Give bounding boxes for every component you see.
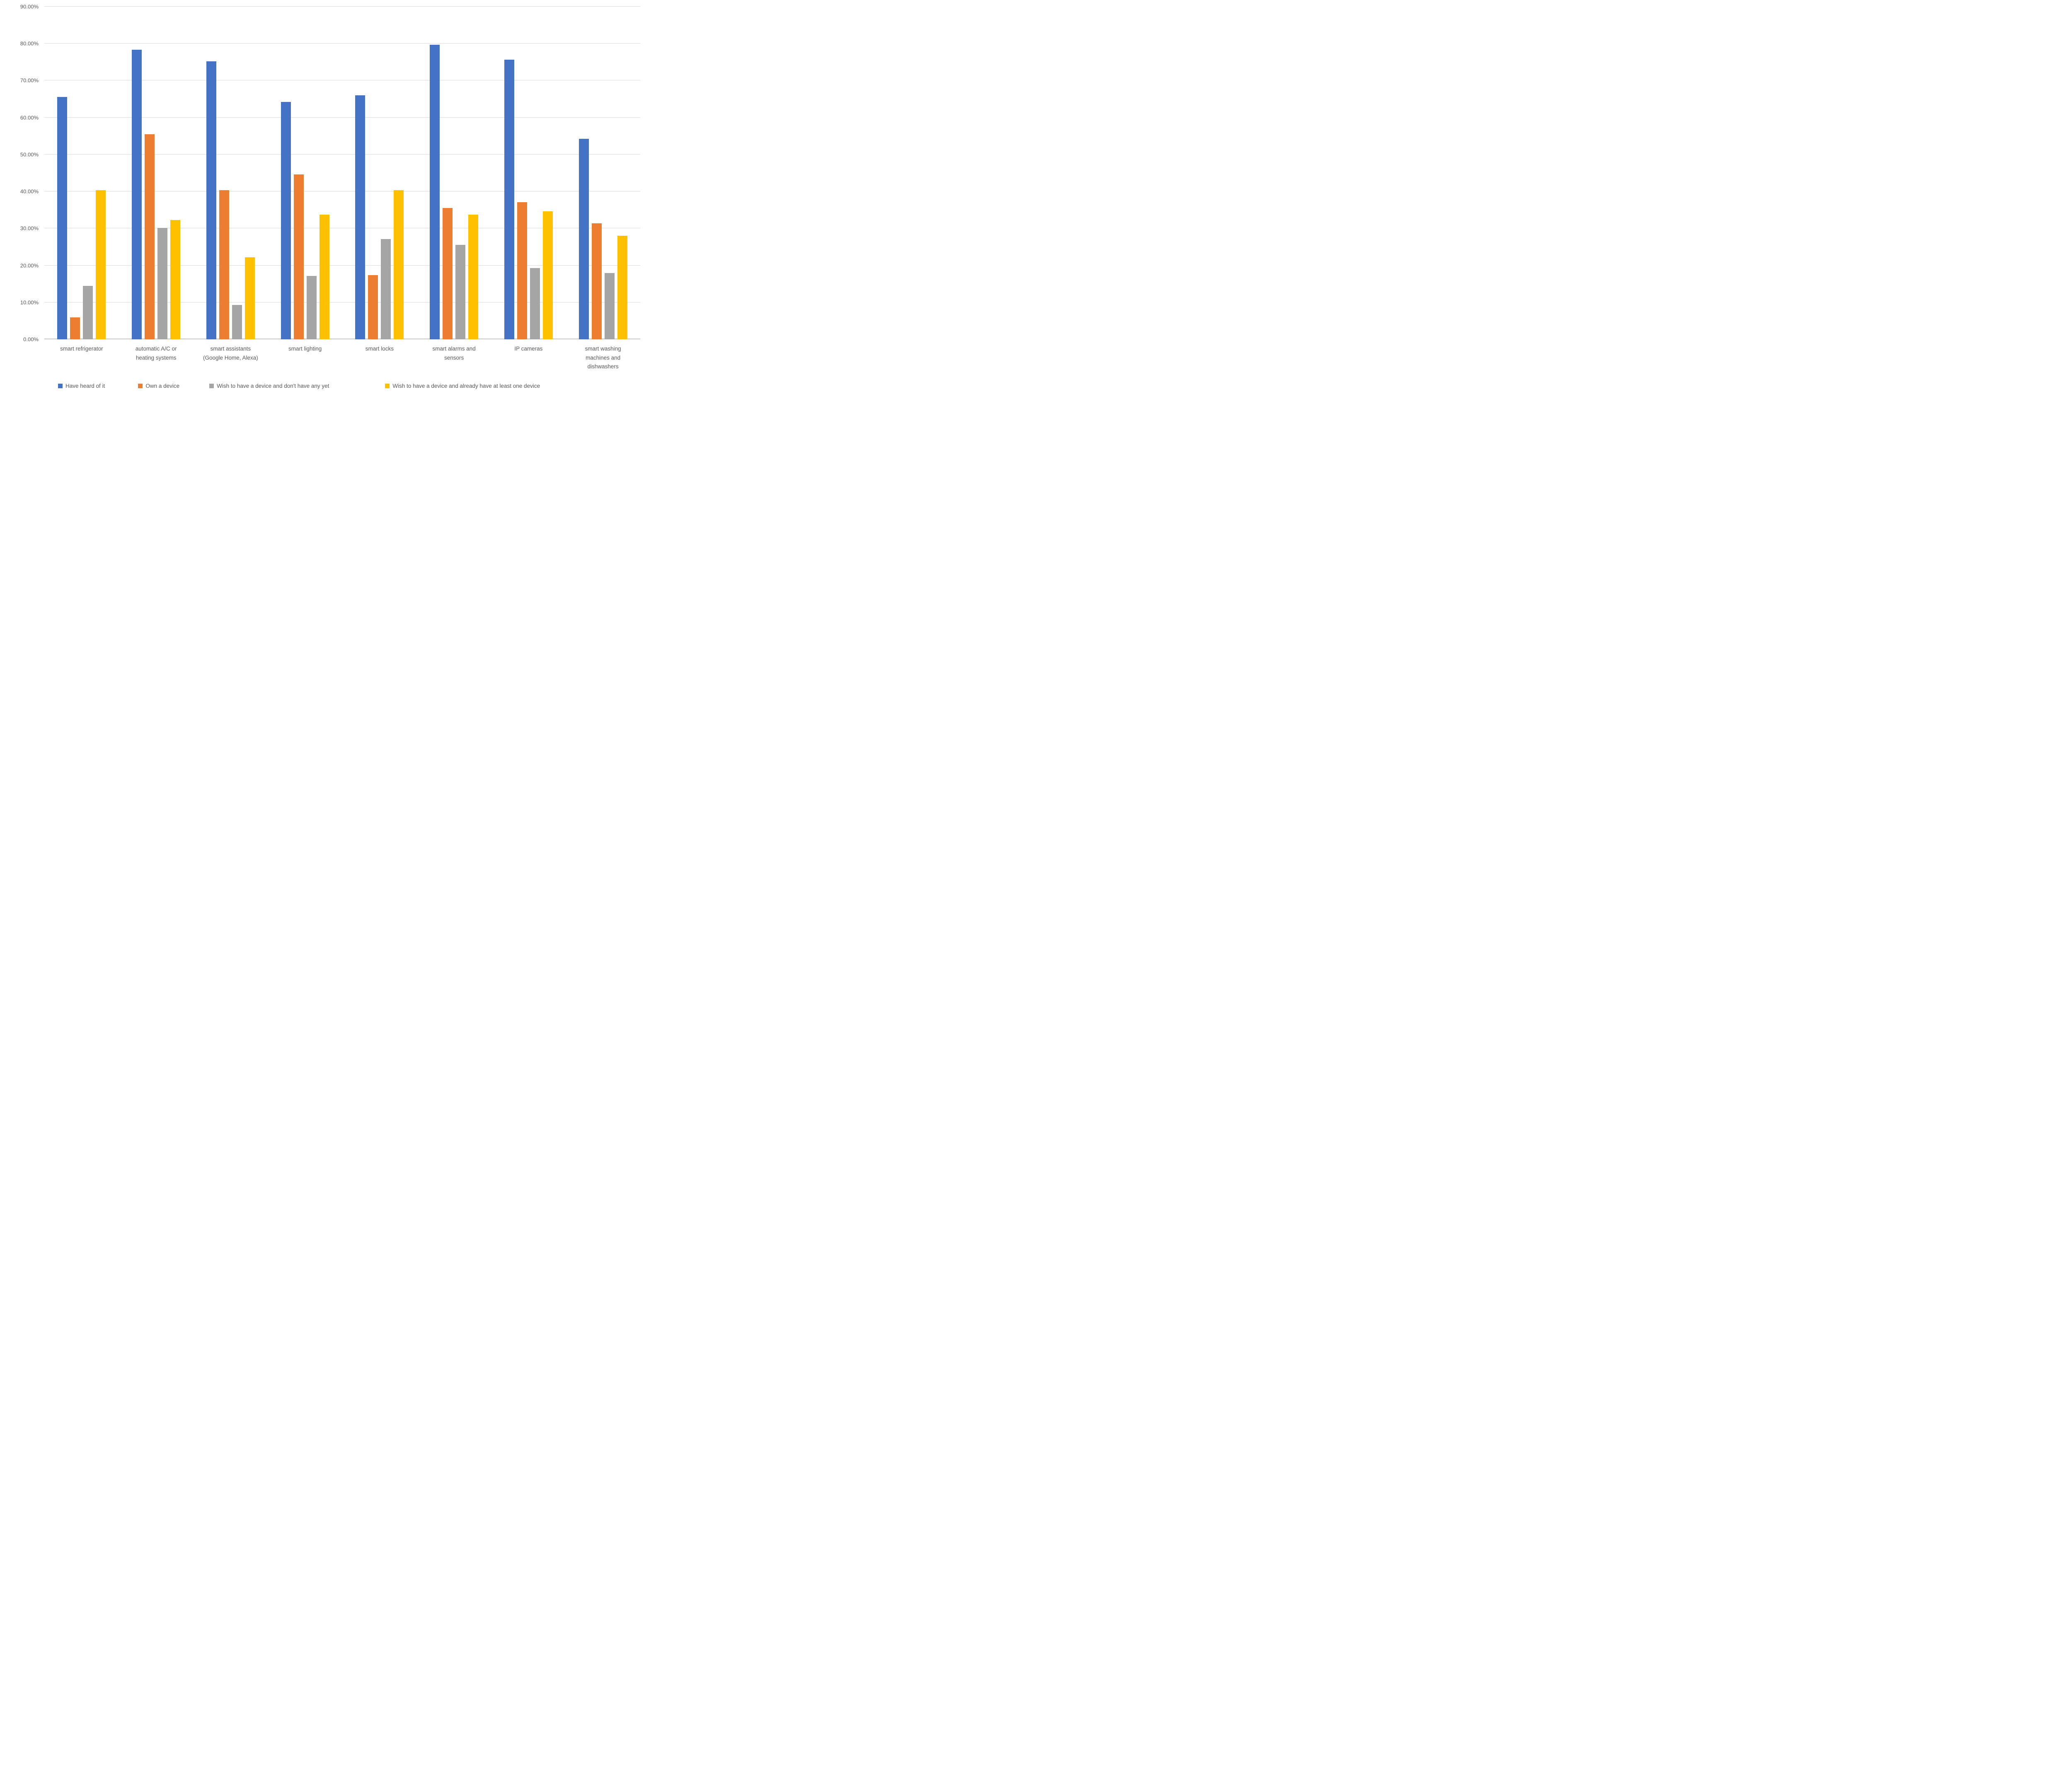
bar-series-3-category-6 xyxy=(455,244,466,339)
bar-series-3-category-8 xyxy=(604,273,615,339)
y-axis-tick-label: 20.00% xyxy=(20,262,39,269)
bar-series-2-category-7 xyxy=(517,202,527,339)
bar-series-2-category-3 xyxy=(219,190,229,339)
gridline xyxy=(44,117,640,118)
bar-series-4-category-7 xyxy=(542,211,553,339)
bar-series-1-category-2 xyxy=(132,49,142,339)
bar-series-1-category-5 xyxy=(355,95,366,339)
x-axis-category-label: automatic A/C or heating systems xyxy=(119,344,194,371)
legend-swatch-icon xyxy=(138,384,143,388)
x-axis-category-label: IP cameras xyxy=(491,344,566,371)
bar-series-1-category-3 xyxy=(206,61,216,339)
bar-series-4-category-5 xyxy=(394,190,404,339)
bar-series-1-category-6 xyxy=(430,44,440,339)
plot-area: 0.00% 10.00% 20.00% 30.00% 40.00% 50.00% 60.00… xyxy=(20,4,640,343)
y-axis-tick-label: 60.00% xyxy=(20,114,39,121)
y-axis-tick-label: 30.00% xyxy=(20,225,39,232)
bar-series-1-category-8 xyxy=(579,138,589,339)
legend-label: Own a device xyxy=(145,383,180,389)
bar-series-3-category-7 xyxy=(530,268,540,339)
bar-groups xyxy=(44,7,640,339)
x-axis-category-label-text: smart alarms and sensors xyxy=(432,346,476,361)
bar-series-1-category-1 xyxy=(57,97,68,339)
bar-series-2-category-8 xyxy=(591,223,602,339)
legend-swatch-icon xyxy=(58,384,63,388)
y-axis-tick-label: 0.00% xyxy=(23,336,39,343)
x-axis-category-label: smart washing machines and dishwashers xyxy=(566,344,640,371)
x-axis-category-label-text: automatic A/C or heating systems xyxy=(135,346,177,361)
x-axis-category-label-text: smart locks xyxy=(365,346,394,352)
legend-item-4: Wish to have a device and already have a… xyxy=(385,383,540,389)
y-axis-tick-label: 10.00% xyxy=(20,299,39,306)
x-axis-labels: smart refrigerator automatic A/C or heati… xyxy=(44,344,640,371)
y-axis-tick-label: 80.00% xyxy=(20,40,39,47)
x-axis-category-label: smart refrigerator xyxy=(44,344,119,371)
bar-series-4-category-3 xyxy=(244,257,255,339)
bar-series-3-category-4 xyxy=(306,276,317,339)
bar-series-2-category-5 xyxy=(368,275,378,339)
legend-item-1: Have heard of it xyxy=(58,383,105,389)
bar-series-2-category-1 xyxy=(70,317,80,339)
x-axis-category-label-text: IP cameras xyxy=(514,346,543,352)
gridline xyxy=(44,265,640,266)
y-axis-tick-label: 90.00% xyxy=(20,3,39,10)
gridline xyxy=(44,6,640,7)
bar-group-2 xyxy=(119,7,194,339)
bar-chart: 0.00% 10.00% 20.00% 30.00% 40.00% 50.00% 60.00… xyxy=(0,0,646,394)
bar-series-1-category-7 xyxy=(504,60,514,339)
legend-item-2: Own a device xyxy=(138,383,179,389)
bar-series-4-category-4 xyxy=(319,215,329,339)
legend-label: Wish to have a device and already have a… xyxy=(392,383,540,389)
x-axis-category-label-text: smart refrigerator xyxy=(60,346,103,352)
bar-group-5 xyxy=(342,7,417,339)
legend: Have heard of it Own a device Wish to have… xyxy=(0,383,646,389)
x-axis-category-label-text: smart lighting xyxy=(288,346,322,352)
y-axis-tick-label: 40.00% xyxy=(20,188,39,195)
bar-series-3-category-3 xyxy=(232,305,242,339)
x-axis-category-label: smart locks xyxy=(342,344,417,371)
x-axis-category-label: smart lighting xyxy=(268,344,342,371)
bar-series-4-category-2 xyxy=(170,220,181,339)
gridline xyxy=(44,43,640,44)
bar-series-4-category-6 xyxy=(468,215,479,339)
bar-group-6 xyxy=(417,7,491,339)
gridline xyxy=(44,154,640,155)
bar-group-7 xyxy=(491,7,566,339)
y-axis-tick-label: 70.00% xyxy=(20,77,39,84)
bar-series-1-category-4 xyxy=(281,102,291,339)
bar-series-4-category-8 xyxy=(617,236,627,339)
legend-item-3: Wish to have a device and don't have any… xyxy=(209,383,329,389)
bar-series-3-category-2 xyxy=(157,227,168,339)
x-axis-category-label-text: smart washing machines and dishwashers xyxy=(585,346,621,370)
x-axis-category-label-text: smart assistants (Google Home, Alexa) xyxy=(203,346,258,361)
bar-series-3-category-1 xyxy=(83,285,93,339)
bar-series-2-category-4 xyxy=(293,174,304,339)
bar-group-4 xyxy=(268,7,342,339)
legend-label: Have heard of it xyxy=(65,383,105,389)
bar-series-2-category-6 xyxy=(443,208,453,339)
legend-swatch-icon xyxy=(385,384,390,388)
legend-swatch-icon xyxy=(209,384,214,388)
x-axis-category-label: smart assistants (Google Home, Alexa) xyxy=(194,344,268,371)
bar-group-8 xyxy=(566,7,640,339)
bar-series-2-category-2 xyxy=(145,134,155,339)
legend-label: Wish to have a device and don't have any… xyxy=(217,383,329,389)
y-axis-tick-label: 50.00% xyxy=(20,151,39,158)
bar-series-4-category-1 xyxy=(96,190,106,339)
x-axis-category-label: smart alarms and sensors xyxy=(417,344,491,371)
bar-group-1 xyxy=(44,7,119,339)
bar-group-3 xyxy=(194,7,268,339)
bar-series-3-category-5 xyxy=(381,239,391,339)
